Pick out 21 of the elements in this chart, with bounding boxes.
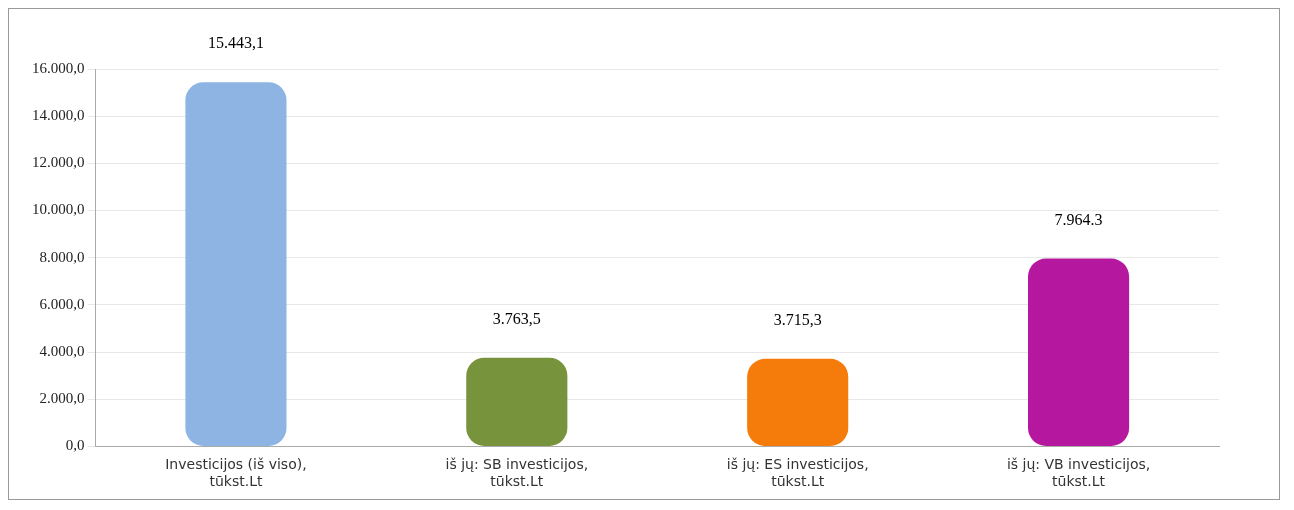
y-tick-label: 16.000,0 (32, 59, 85, 76)
y-tick-label: 0,0 (65, 437, 85, 454)
y-tick-label: 6.000,0 (39, 295, 85, 312)
y-tick-label: 12.000,0 (32, 154, 85, 171)
x-tick-label: iš jų: SB investicijos, tūkst.Lt (445, 456, 589, 490)
x-tick-label: iš jų: ES investicijos, tūkst.Lt (726, 456, 869, 490)
x-tick-label: Investicijos (iš viso), tūkst.Lt (165, 456, 307, 490)
data-label: 3.763,5 (492, 309, 541, 327)
y-tick-label: 10.000,0 (32, 201, 85, 218)
data-label: 15.443,1 (207, 34, 264, 52)
bar (466, 357, 568, 446)
y-tick-label: 14.000,0 (32, 107, 85, 124)
y-tick-label: 2.000,0 (39, 390, 85, 407)
y-tick-label: 4.000,0 (39, 342, 85, 359)
data-label: 3.715,3 (773, 310, 822, 328)
bar (747, 358, 849, 446)
bar (1028, 258, 1130, 446)
y-tick-label: 8.000,0 (39, 248, 85, 265)
data-label: 7.964.3 (1054, 210, 1103, 228)
x-tick-label: iš jų: VB investicijos, tūkst.Lt (1006, 456, 1151, 490)
bar (185, 82, 287, 446)
